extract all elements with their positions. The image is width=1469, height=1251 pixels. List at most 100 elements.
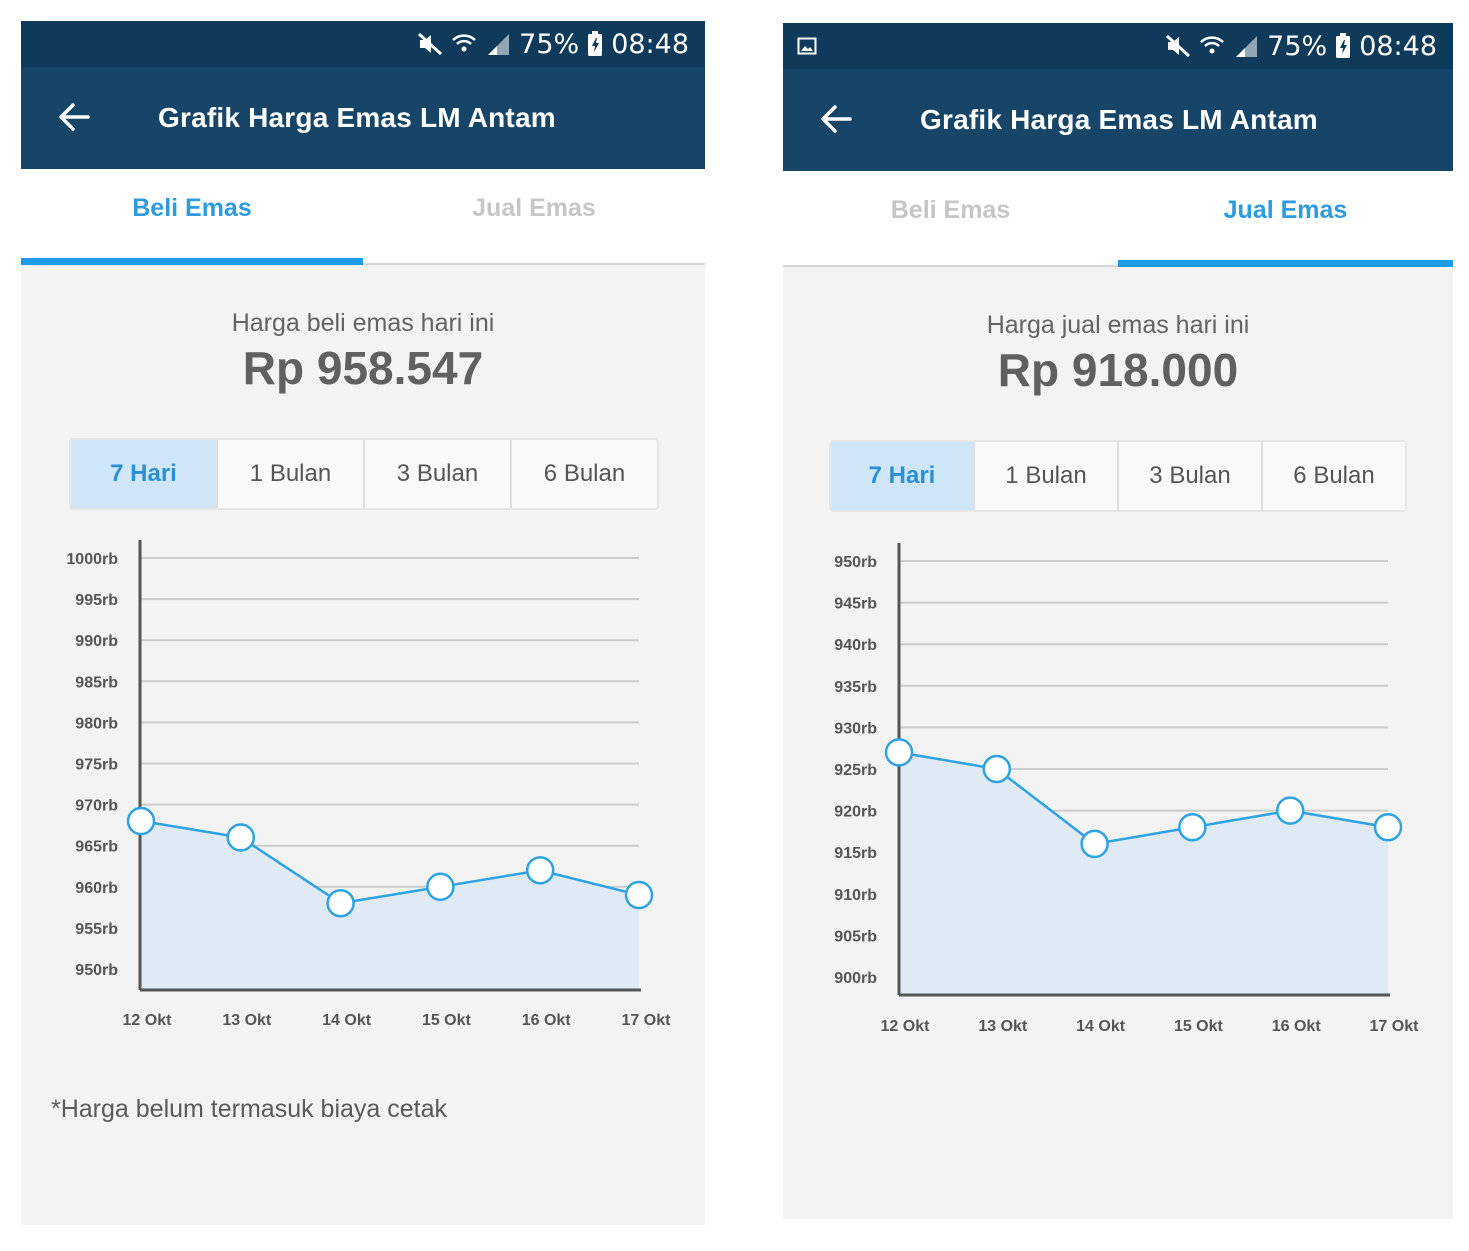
data-point	[624, 880, 654, 910]
page-title: Grafik Harga Emas LM Antam	[158, 102, 556, 133]
status-icons: 75% 08:48	[417, 21, 689, 67]
series-line	[898, 751, 1389, 846]
data-point	[1373, 812, 1403, 842]
data-point	[426, 872, 455, 902]
signal-icon	[488, 34, 510, 55]
tab-beli-emas[interactable]: Beli Emas	[132, 194, 252, 222]
price-label: Harga beli emas hari ini	[231, 309, 495, 337]
x-tick-label: 16 Okt	[522, 1012, 572, 1029]
image-notification-icon	[797, 37, 817, 55]
x-tick-label: 16 Okt	[1272, 1018, 1322, 1035]
page-title: Grafik Harga Emas LM Antam	[920, 104, 1318, 135]
mute-icon	[418, 32, 443, 56]
y-tick-label: 930rb	[834, 720, 877, 737]
x-tick-label: 13 Okt	[222, 1012, 272, 1029]
y-tick-label: 960rb	[75, 880, 118, 897]
clock: 08:48	[611, 28, 689, 60]
range-3-bulan[interactable]: 3 Bulan	[1119, 442, 1263, 510]
battery-icon	[588, 31, 603, 56]
range-selector: 7 Hari 1 Bulan 3 Bulan 6 Bulan	[69, 438, 659, 510]
data-point	[126, 806, 156, 836]
y-tick-label: 905rb	[834, 928, 877, 945]
y-tick-label: 1000rb	[66, 551, 118, 568]
x-tick-label: 17 Okt	[1370, 1018, 1420, 1035]
tab-indicator	[1118, 260, 1453, 267]
price-value: Rp 918.000	[997, 344, 1239, 396]
data-point	[1275, 796, 1305, 825]
data-point	[1178, 812, 1207, 842]
range-selector: 7 Hari 1 Bulan 3 Bulan 6 Bulan	[829, 440, 1407, 512]
x-tick-label: 15 Okt	[1174, 1018, 1224, 1035]
mute-icon	[1166, 34, 1191, 58]
screen-beli-emas: 75% 08:48 Grafik Harga Emas LM Antam Bel…	[21, 21, 705, 1225]
data-point	[982, 754, 1012, 784]
wifi-icon	[452, 34, 477, 52]
y-tick-label: 925rb	[834, 762, 877, 779]
x-tick-label: 12 Okt	[881, 1018, 931, 1035]
signal-icon	[1236, 36, 1258, 57]
series-line	[140, 819, 640, 905]
x-tick-label: 14 Okt	[1076, 1018, 1126, 1035]
data-point	[525, 856, 555, 885]
status-bar: 75% 08:48	[783, 23, 1453, 69]
y-tick-label: 980rb	[75, 715, 118, 732]
price-value: Rp 958.547	[242, 342, 484, 394]
y-tick-label: 935rb	[834, 679, 877, 696]
range-7-hari[interactable]: 7 Hari	[71, 440, 218, 508]
status-icons: 75% 08:48	[1165, 23, 1437, 69]
tab-beli-emas[interactable]: Beli Emas	[890, 196, 1011, 224]
tab-bar: Beli Emas Jual Emas	[21, 169, 705, 265]
price-chart: 1000rb 995rb 990rb 985rb 980rb 975rb 970rb 965r…	[66, 540, 672, 1029]
series-area	[899, 752, 1388, 995]
y-tick-label: 955rb	[75, 921, 118, 938]
data-point	[226, 823, 256, 852]
y-tick-label: 970rb	[75, 798, 118, 815]
tab-jual-emas[interactable]: Jual Emas	[1223, 196, 1348, 224]
y-tick-label: 950rb	[75, 962, 118, 979]
y-tick-label: 985rb	[75, 674, 118, 691]
x-tick-label: 17 Okt	[622, 1012, 672, 1029]
clock: 08:48	[1359, 30, 1437, 62]
y-tick-label: 910rb	[834, 887, 877, 904]
screen-jual-emas: 75% 08:48 Grafik Harga Emas LM Antam Bel…	[783, 23, 1453, 1219]
back-arrow-icon[interactable]	[57, 100, 91, 134]
y-tick-label: 975rb	[75, 757, 118, 774]
range-6-bulan[interactable]: 6 Bulan	[543, 460, 626, 487]
y-tick-label: 945rb	[834, 596, 877, 613]
back-arrow-icon[interactable]	[819, 102, 853, 136]
price-label: Harga jual emas hari ini	[986, 311, 1250, 339]
data-point	[326, 888, 355, 918]
price-chart: 950rb 945rb 940rb 935rb 930rb 925rb 920rb 915rb…	[834, 543, 1420, 1035]
y-tick-label: 990rb	[75, 633, 118, 650]
y-tick-label: 900rb	[834, 970, 877, 987]
y-tick-label: 995rb	[75, 592, 118, 609]
x-tick-label: 15 Okt	[422, 1012, 472, 1029]
app-bar: Grafik Harga Emas LM Antam	[21, 67, 705, 169]
y-tick-label: 915rb	[834, 845, 877, 862]
app-bar: Grafik Harga Emas LM Antam	[783, 69, 1453, 171]
y-tick-label: 950rb	[834, 554, 877, 571]
range-1-bulan[interactable]: 1 Bulan	[218, 440, 365, 508]
wifi-icon	[1200, 36, 1225, 54]
y-tick-label: 920rb	[834, 804, 877, 821]
battery-icon	[1336, 33, 1351, 58]
footnote: *Harga belum termasuk biaya cetak	[51, 1095, 448, 1123]
range-7-hari[interactable]: 7 Hari	[831, 442, 975, 510]
y-tick-label: 940rb	[834, 637, 877, 654]
status-bar: 75% 08:48	[21, 21, 705, 67]
tab-indicator	[21, 258, 363, 265]
tab-bar: Beli Emas Jual Emas	[783, 171, 1453, 267]
x-tick-label: 12 Okt	[123, 1012, 173, 1029]
y-tick-label: 965rb	[75, 839, 118, 856]
tab-jual-emas[interactable]: Jual Emas	[472, 194, 596, 222]
x-tick-label: 13 Okt	[978, 1018, 1028, 1035]
data-point	[1080, 829, 1109, 859]
range-6-bulan[interactable]: 6 Bulan	[1293, 462, 1375, 489]
series-area	[141, 821, 639, 990]
battery-percent: 75%	[519, 28, 580, 60]
range-3-bulan[interactable]: 3 Bulan	[365, 440, 512, 508]
range-1-bulan[interactable]: 1 Bulan	[975, 442, 1119, 510]
battery-percent: 75%	[1267, 30, 1328, 62]
data-point	[884, 738, 914, 767]
x-tick-label: 14 Okt	[322, 1012, 372, 1029]
